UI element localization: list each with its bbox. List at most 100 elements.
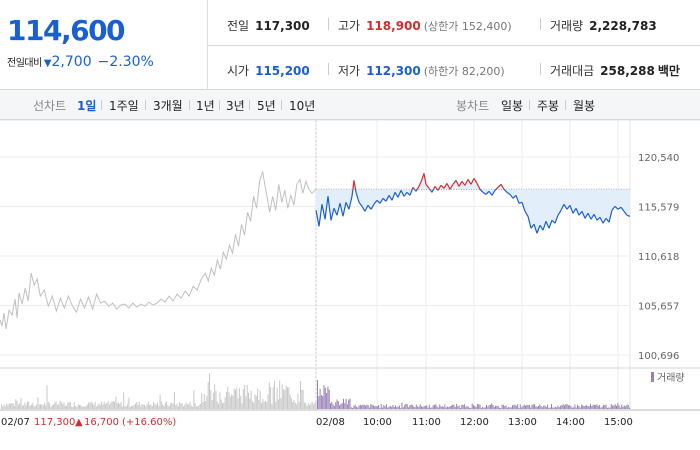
today-volume-bar (606, 407, 608, 409)
today-volume-bar (539, 404, 541, 409)
candle-daily[interactable]: 일봉 (501, 99, 524, 113)
today-volume-bar (476, 404, 478, 409)
today-volume-bar (439, 404, 441, 409)
prev-day-volume-bar (107, 401, 109, 409)
prev-day-volume-bar (305, 403, 307, 409)
today-volume-bar (474, 405, 476, 409)
today-volume-bar (590, 404, 591, 409)
period-1d[interactable]: 1일 (77, 99, 97, 113)
prev-day-volume-bar (203, 394, 205, 409)
today-volume-bar (530, 407, 532, 409)
today-volume-bar (378, 405, 380, 409)
prev-day-volume-bar (63, 402, 65, 409)
today-volume-bar (554, 406, 556, 409)
prev-day-date: 02/07 (1, 417, 30, 428)
today-volume-bar (441, 406, 443, 409)
today-price-segment (394, 192, 399, 198)
period-10y[interactable]: 10년 (289, 99, 316, 113)
prev-day-volume-bar (294, 402, 296, 409)
today-price-segment (602, 217, 607, 224)
today-price-segment (415, 189, 418, 192)
today-price-segment (339, 203, 344, 217)
today-volume-bar (544, 405, 546, 409)
prev-day-volume-bar (73, 402, 75, 409)
today-volume-bar (551, 404, 552, 409)
today-volume-bar (375, 406, 377, 409)
prev-day-volume-bar (11, 403, 13, 409)
prev-day-volume-bar (55, 401, 57, 409)
today-volume-bar (392, 404, 394, 409)
period-1w[interactable]: 1주일 (109, 99, 139, 113)
prev-day-volume-bar (220, 399, 222, 409)
today-volume-bar (404, 405, 406, 409)
prev-day-volume-bar (314, 402, 316, 409)
today-volume-bar (462, 404, 464, 409)
today-volume-bar (345, 398, 347, 409)
header-divider (207, 0, 208, 90)
today-volume-bar (561, 405, 563, 409)
today-volume-bar (336, 399, 338, 409)
period-5y[interactable]: 5년 (257, 99, 276, 113)
prev-day-volume-bar (176, 403, 178, 409)
prev-day-volume-bar (106, 402, 108, 409)
prev-day-volume-bar (4, 406, 6, 409)
today-volume-bar (322, 396, 324, 409)
today-volume-bar (359, 404, 361, 409)
period-3y[interactable]: 3년 (226, 99, 245, 113)
today-volume-bar (353, 405, 355, 409)
today-volume-bar (400, 407, 402, 409)
today-price-segment (521, 202, 526, 212)
prev-day-volume-bar (58, 404, 60, 409)
today-volume-bar (491, 403, 493, 409)
today-price-segment (403, 191, 408, 197)
candle-weekly[interactable]: 주봉 (537, 99, 560, 113)
period-1y[interactable]: 1년 (196, 99, 215, 113)
today-volume-bar (513, 404, 515, 409)
today-volume-bar (613, 405, 615, 409)
today-volume-bar (318, 396, 320, 409)
prev-day-volume-bar (30, 404, 32, 409)
prev-day-volume-bar (114, 402, 116, 409)
today-volume-bar (335, 402, 337, 409)
today-volume-bar (419, 404, 421, 409)
prev-day-volume-bar (20, 398, 22, 409)
stat-divider (328, 18, 329, 30)
today-price-segment (506, 191, 511, 195)
stat-value: 115,200 (255, 64, 310, 78)
stat-key: 거래량 (550, 19, 584, 33)
today-volume-bar (531, 404, 533, 409)
today-price-segment (569, 205, 574, 214)
today-price-segment (428, 187, 431, 190)
volume-legend-swatch (651, 372, 654, 382)
prev-day-volume-bar (211, 400, 213, 409)
stat-key: 저가 (338, 64, 361, 78)
today-volume-bar (369, 407, 370, 409)
today-volume-bar (604, 405, 606, 409)
toolbar-divider (145, 100, 146, 110)
today-volume-bar (497, 406, 499, 409)
today-volume-bar (466, 406, 468, 409)
prev-day-volume-bar (248, 392, 249, 409)
stat-high: 고가 118,900 (상한가 152,400) (338, 17, 512, 34)
prev-day-volume-bar (210, 390, 212, 409)
today-volume-bar (326, 393, 328, 409)
today-price-segment (416, 186, 420, 190)
prev-day-volume-bar (75, 406, 77, 409)
period-3m[interactable]: 3개월 (153, 99, 183, 113)
today-volume-bar (449, 406, 451, 409)
header-row-divider (208, 45, 700, 46)
prev-day-volume-bar (255, 395, 257, 409)
today-volume-bar (427, 407, 429, 409)
prev-day-volume-bar (292, 401, 294, 409)
prev-day-volume-bar (80, 405, 82, 409)
today-volume-bar (431, 407, 433, 409)
today-volume-bar (469, 407, 471, 409)
today-volume-bar (521, 407, 523, 409)
prev-day-volume-bar (167, 404, 169, 409)
candle-monthly[interactable]: 월봉 (573, 99, 596, 113)
prev-day-volume-bar (81, 406, 83, 409)
prev-day-volume-bar (270, 387, 272, 409)
prev-day-volume-bar (201, 392, 203, 409)
toolbar-divider (249, 100, 250, 110)
today-volume-bar (411, 405, 413, 409)
